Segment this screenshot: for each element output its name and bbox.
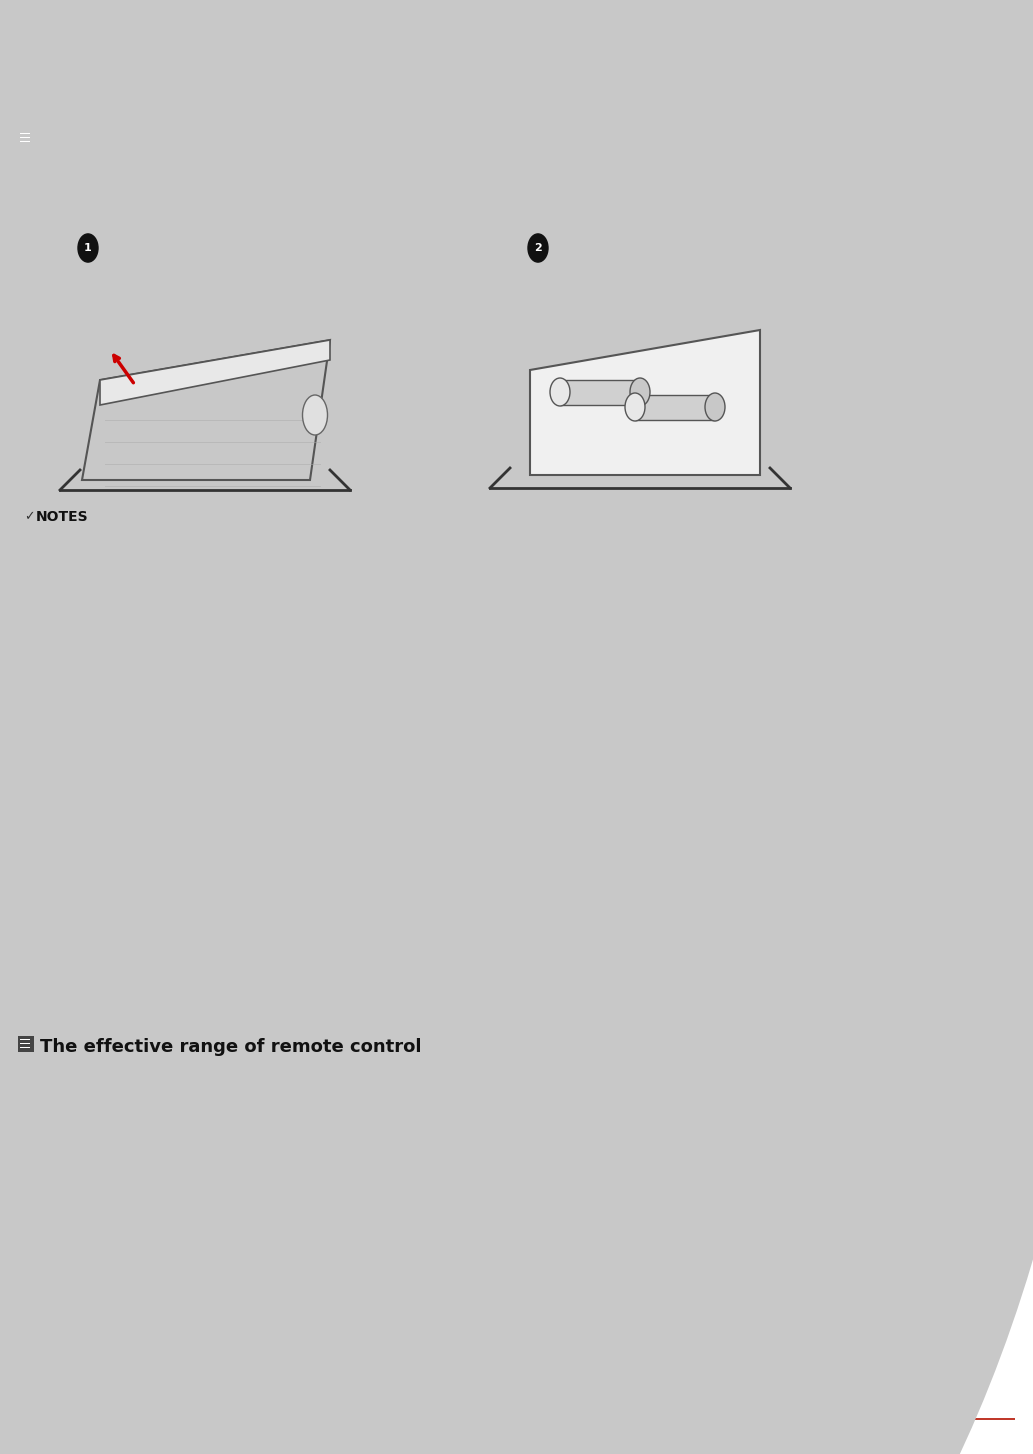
Polygon shape xyxy=(100,340,330,406)
Text: ...........................................: ........................................… xyxy=(193,867,381,881)
Text: with your Cable or Satellite provider(if applicable).: with your Cable or Satellite provider(if… xyxy=(18,794,370,808)
Text: skin, wash immediately.: skin, wash immediately. xyxy=(48,632,214,647)
Text: 2.: 2. xyxy=(22,1076,35,1090)
Text: Dispose of your batteries  in a designated disposal area. Do not throw the batte: Dispose of your batteries in a designate… xyxy=(48,537,705,550)
Text: 7.: 7. xyxy=(22,673,35,686)
Text: ✓: ✓ xyxy=(24,510,34,523)
Text: DIRECTV: DIRECTV xyxy=(48,816,108,830)
Text: provider’s customer service center.: provider’s customer service center. xyxy=(18,955,263,968)
Text: Do not mix old and new batteries.: Do not mix old and new batteries. xyxy=(48,653,285,667)
Polygon shape xyxy=(530,330,760,475)
Text: Remove the battery compartment cover: Remove the battery compartment cover xyxy=(103,241,383,254)
Text: The remote control distance: up to 26 feet in front of the TV set.: The remote control distance: up to 26 fe… xyxy=(48,1059,495,1072)
Text: ...........................................: ........................................… xyxy=(193,851,381,864)
Text: Getting Started: Getting Started xyxy=(412,12,621,36)
Text: If you would like to program your other household remote controls to your new Hi: If you would like to program your other … xyxy=(18,721,880,736)
Text: 1.: 1. xyxy=(22,158,35,172)
Text: Batteries should not be exposed to excessive heat, such as sunshine, heat regist: Batteries should not be exposed to exces… xyxy=(48,596,686,611)
Bar xyxy=(18,1418,1015,1421)
Ellipse shape xyxy=(303,395,327,435)
Bar xyxy=(20,132,30,134)
Circle shape xyxy=(528,234,547,262)
Bar xyxy=(20,1047,30,1048)
Bar xyxy=(0,49,1033,63)
Text: 6.: 6. xyxy=(22,653,35,667)
Text: 2: 2 xyxy=(534,243,542,253)
Bar xyxy=(20,1043,30,1044)
Text: 1346: 1346 xyxy=(443,901,478,915)
Text: 0178: 0178 xyxy=(443,867,478,881)
Text: Below is a list of Hisense codes for the most common Cable and Satellite provide: Below is a list of Hisense codes for the… xyxy=(18,776,880,791)
Ellipse shape xyxy=(550,378,570,406)
Ellipse shape xyxy=(705,393,725,422)
Text: 1.: 1. xyxy=(22,537,35,550)
Text: Insert the batteries: Insert the batteries xyxy=(553,241,686,254)
Text: 2.: 2. xyxy=(22,177,35,192)
Text: www.hisense-canada.com/ (for canada) for additional codes.: www.hisense-canada.com/ (for canada) for… xyxy=(18,995,439,1008)
Text: The effective range of remote control: The effective range of remote control xyxy=(40,1038,421,1056)
Text: 3.: 3. xyxy=(22,576,35,590)
Text: Time Warner Cable: Time Warner Cable xyxy=(48,833,181,848)
Text: the battery compartment.: the battery compartment. xyxy=(48,195,229,209)
Text: ...........................................: ........................................… xyxy=(193,884,381,899)
Text: Installing Batteries in the Remote Control: Installing Batteries in the Remote Contr… xyxy=(18,90,478,109)
Text: 3: 3 xyxy=(511,1432,522,1448)
Text: Remove depleted batteries immediately to prevent leakage into the battery compar: Remove depleted batteries immediately to… xyxy=(48,555,681,570)
Bar xyxy=(18,115,1015,116)
Text: Insert two AAA size batteries. Make sure to match the (+) and ( - ) ends of the : Insert two AAA size batteries. Make sure… xyxy=(48,177,929,192)
FancyBboxPatch shape xyxy=(18,129,34,145)
Bar xyxy=(635,395,715,420)
Text: 5.: 5. xyxy=(22,616,35,630)
Text: 627 or 505: 627 or 505 xyxy=(443,884,519,899)
Bar xyxy=(20,141,30,142)
Text: 0178 or 10019: 0178 or 10019 xyxy=(443,816,545,830)
Text: 386 or 0178: 386 or 0178 xyxy=(443,833,528,848)
Text: 4.: 4. xyxy=(22,596,35,611)
Text: Comcast: Comcast xyxy=(48,851,113,864)
Ellipse shape xyxy=(625,393,645,422)
Bar xyxy=(18,118,1015,122)
Text: Change the batteries: Change the batteries xyxy=(40,132,254,150)
Text: Do not mix alkaline, standard (carbon-zinc) or rechargeable (ni-cad, ni-mh, etc.: Do not mix alkaline, standard (carbon-zi… xyxy=(48,673,677,686)
Text: you cannot locate the instructions for programming your household remote to your: you cannot locate the instructions for p… xyxy=(18,938,899,952)
Text: 3.: 3. xyxy=(22,212,35,227)
Text: Press the release button on the back of the remote control to remove the battery: Press the release button on the back of … xyxy=(48,158,758,172)
Text: .................................................: ........................................… xyxy=(193,901,407,915)
Bar xyxy=(0,0,1033,49)
Text: ...........................................: ........................................… xyxy=(193,816,381,830)
Text: The remote control angle: +/- 30-degrees (horizontal and vertical).: The remote control angle: +/- 30-degrees… xyxy=(48,1076,512,1090)
Text: Battery chemicals can cause a rash. If the batteries leak, clean the battery com: Battery chemicals can cause a rash. If t… xyxy=(48,616,925,630)
Text: 0178 or 10178: 0178 or 10178 xyxy=(443,851,545,864)
Circle shape xyxy=(79,234,98,262)
Bar xyxy=(560,379,640,406)
Text: Replace the battery compartment cover.: Replace the battery compartment cover. xyxy=(48,212,331,227)
Text: NOTES: NOTES xyxy=(36,510,89,523)
Text: If your Cable or Satellite provider does not have an Hisense code available, ple: If your Cable or Satellite provider does… xyxy=(18,977,890,992)
Text: AT&T U-verse: AT&T U-verse xyxy=(48,901,146,915)
Text: on how to program their remote to your television.: on how to program their remote to your t… xyxy=(18,755,371,769)
Ellipse shape xyxy=(630,378,650,406)
Bar xyxy=(20,1038,30,1040)
FancyBboxPatch shape xyxy=(18,1037,34,1053)
Text: 1.: 1. xyxy=(22,1059,35,1072)
Text: Program Your Universal Cable or Satellite Remote Control to Operate Your New His: Program Your Universal Cable or Satellit… xyxy=(18,701,700,715)
Text: Cox Communications: Cox Communications xyxy=(48,867,199,881)
Text: If the Hisense code associated with your Cable or Satellite provider is not list: If the Hisense code associated with your… xyxy=(18,920,885,935)
Text: ...............................: ............................... xyxy=(193,833,328,848)
Text: 2.: 2. xyxy=(22,555,35,570)
Bar xyxy=(0,31,1033,49)
Text: 1: 1 xyxy=(84,243,92,253)
Text: Dish Network: Dish Network xyxy=(48,884,146,899)
Text: If you do not intend to use the remote control for a long time, remove the batte: If you do not intend to use the remote c… xyxy=(48,576,632,590)
Bar xyxy=(20,137,30,138)
Text: Manual supplied by your Cable or Satellite provider. The Cable or Satellite prov: Manual supplied by your Cable or Satelli… xyxy=(18,739,907,752)
